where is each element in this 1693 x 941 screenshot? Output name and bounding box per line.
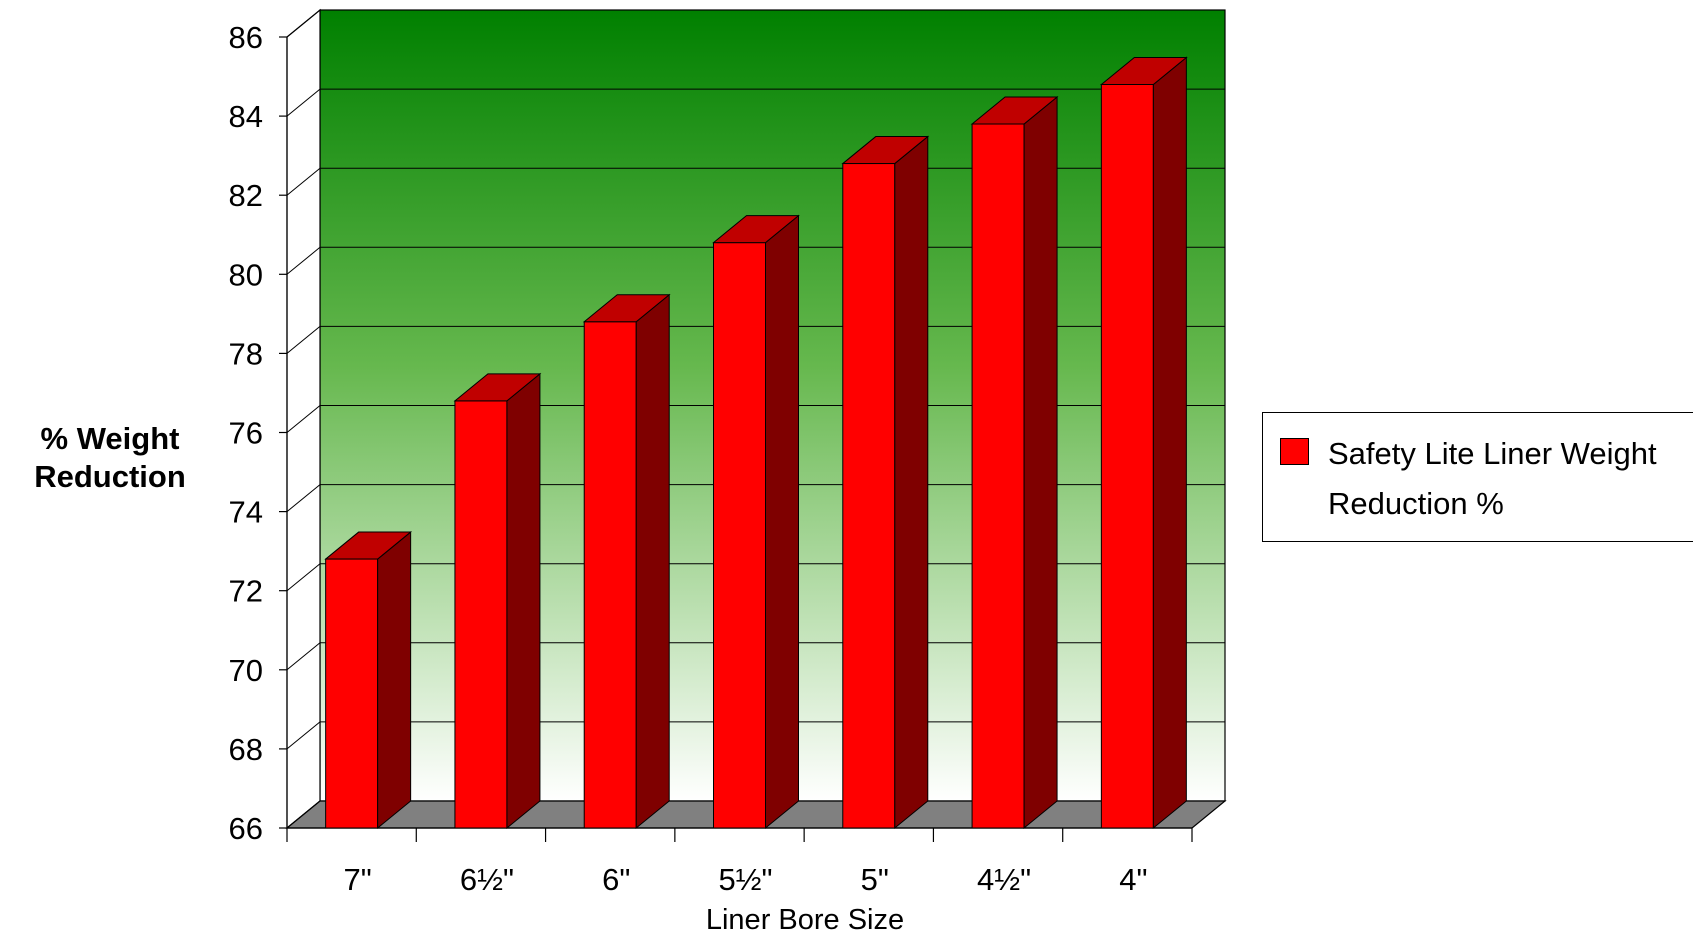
x-tick-label: 6"	[602, 862, 630, 897]
x-tick-label: 7"	[344, 862, 372, 897]
gridline-side	[286, 800, 321, 829]
bar-side	[377, 531, 412, 830]
bar	[712, 214, 800, 830]
bar-top	[1099, 56, 1188, 85]
bar-top	[324, 531, 413, 560]
gridline-side	[286, 9, 321, 38]
gridline-side	[286, 484, 321, 512]
bar-front	[1100, 83, 1154, 829]
bar-top	[712, 215, 800, 244]
bar-top	[841, 136, 930, 165]
bar-top	[582, 294, 671, 323]
y-tick-label: 82	[229, 178, 263, 213]
y-tick-label: 84	[229, 99, 263, 134]
x-tick-label: 4½"	[977, 862, 1031, 897]
x-tick-label: 5½"	[718, 862, 772, 897]
bar-side	[1023, 95, 1058, 830]
bar-side	[765, 214, 799, 830]
bar	[1099, 56, 1188, 830]
gridline-side	[286, 246, 321, 275]
gridline-side	[286, 563, 321, 592]
y-tick-label: 66	[229, 811, 263, 846]
y-tick-label: 72	[229, 574, 263, 609]
gridline-side	[286, 326, 321, 354]
gridline-side	[286, 405, 321, 433]
bar-side	[1152, 56, 1187, 830]
gridline-side	[286, 167, 321, 196]
y-tick-label: 76	[229, 416, 263, 451]
bar-top	[453, 373, 542, 402]
gridline-side	[286, 88, 321, 117]
bar	[582, 293, 671, 830]
bar-front	[583, 321, 637, 829]
legend: Safety Lite Liner Weight Reduction %	[1262, 412, 1693, 542]
bar	[970, 95, 1059, 830]
bar-front	[454, 400, 508, 829]
x-axis-title: Liner Bore Size	[705, 904, 905, 936]
bar-top	[970, 96, 1059, 125]
y-tick-label: 86	[229, 20, 263, 55]
bar-front	[713, 242, 766, 829]
legend-label: Safety Lite Liner Weight Reduction %	[1328, 436, 1657, 521]
y-axis-title: % Weight Reduction	[34, 421, 186, 494]
bar	[324, 531, 413, 830]
y-tick-label: 78	[229, 336, 263, 371]
bar	[841, 135, 930, 830]
y-tick-label: 68	[229, 732, 263, 767]
bar-front	[971, 123, 1025, 829]
y-tick-label: 74	[229, 495, 263, 530]
x-tick-label: 5"	[861, 862, 889, 897]
legend-swatch	[1280, 438, 1309, 465]
bar-side	[506, 372, 541, 830]
x-tick-label: 6½"	[460, 862, 514, 897]
y-tick-label: 80	[229, 257, 263, 292]
x-tick-label: 4"	[1119, 862, 1147, 897]
bar-front	[325, 558, 379, 829]
gridline-side	[286, 721, 321, 750]
gridline-side	[286, 642, 321, 671]
y-tick-label: 70	[229, 653, 263, 688]
bar-side	[635, 293, 670, 830]
bar-side	[894, 135, 929, 830]
bar	[453, 372, 542, 830]
bar-front	[842, 163, 896, 829]
